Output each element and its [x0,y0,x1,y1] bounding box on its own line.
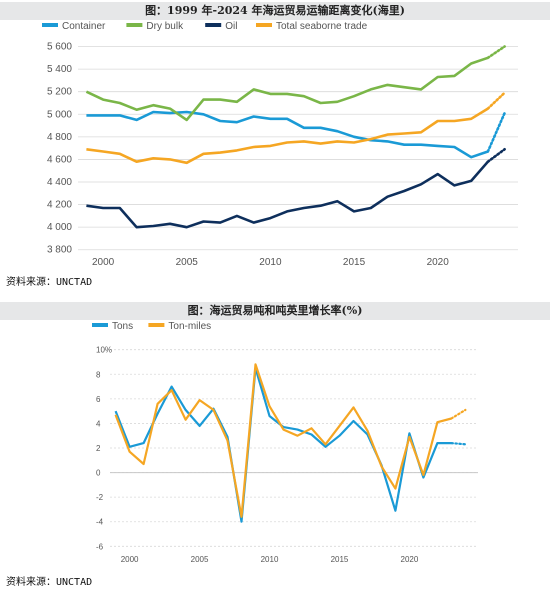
y-tick-label: 4 800 [47,132,72,143]
x-tick-label: 2020 [401,555,419,564]
series-projection-ton-miles [450,408,467,420]
legend-label-tons: Tons [112,321,133,332]
figure2-source: 资料来源：UNCTAD [6,577,93,588]
x-tick-label: 2020 [427,257,450,268]
y-tick-label: 4 200 [47,200,72,211]
series-projection-total-seaborne-trade [486,91,506,110]
y-tick-label: 5 400 [47,64,72,75]
y-tick-label: 5 200 [47,87,72,98]
series-projection-container [486,111,506,153]
y-tick-label: 4 000 [47,222,72,233]
series-line-total-seaborne-trade [86,107,489,165]
figure1-title: 图：1999 年-2024 年海运贸易运输距离变化(海里) [0,2,550,20]
series-line-ton-miles [114,363,452,518]
y-tick-label: 10% [96,346,112,355]
x-tick-label: 2010 [261,555,279,564]
y-tick-label: 0 [96,469,101,478]
legend-label-total-seaborne-trade: Total seaborne trade [276,21,368,32]
y-tick-label: -4 [96,518,104,527]
y-tick-label: 6 [96,395,101,404]
series-line-tons [114,366,452,523]
x-tick-label: 2005 [176,257,199,268]
y-tick-label: 2 [96,444,101,453]
y-tick-label: -6 [96,542,104,551]
series-projection-dry-bulk [486,45,506,60]
legend-swatch-total-seaborne-trade [256,23,272,27]
x-tick-label: 2015 [343,257,366,268]
figure2-title: 图：海运贸易吨和吨英里增长率(%) [0,302,550,320]
legend-label-dry-bulk: Dry bulk [146,21,184,32]
growth-line-chart: -6 -4 -2 0 2 4 6 8 10% 2000 2005 2010 2015 2020 Tons To… [92,321,478,564]
legend-swatch-dry-bulk [126,23,143,27]
series-line-dry-bulk [85,56,489,122]
legend-label-container: Container [62,21,106,32]
series-line-oil [86,160,489,229]
y-tick-label: 4 600 [47,154,72,165]
legend-swatch-oil [205,23,222,27]
legend-swatch-container [42,23,58,27]
x-tick-label: 2000 [92,257,115,268]
y-tick-label: -2 [96,493,104,502]
x-tick-label: 2005 [191,555,209,564]
y-tick-label: 3 800 [47,245,72,256]
legend-swatch-tons [92,323,108,327]
x-tick-label: 2000 [121,555,139,564]
y-tick-label: 4 400 [47,177,72,188]
series-projection-oil [486,148,506,163]
x-tick-label: 2015 [331,555,349,564]
y-tick-label: 5 600 [47,42,72,53]
legend-swatch-ton-miles [148,323,165,327]
x-tick-label: 2010 [259,257,282,268]
y-tick-label: 5 000 [47,109,72,120]
series-line-container [86,110,489,159]
legend-label-ton-miles: Ton-miles [168,321,211,332]
distance-line-chart: 3 800 4 000 4 200 4 400 4 600 4 800 5 000 5 200… [42,21,518,268]
series-projection-tons [450,441,467,446]
y-tick-label: 8 [96,370,101,379]
figure1-source: 资料来源：UNCTAD [6,277,93,288]
y-tick-label: 4 [96,419,101,428]
legend-label-oil: Oil [225,21,237,32]
